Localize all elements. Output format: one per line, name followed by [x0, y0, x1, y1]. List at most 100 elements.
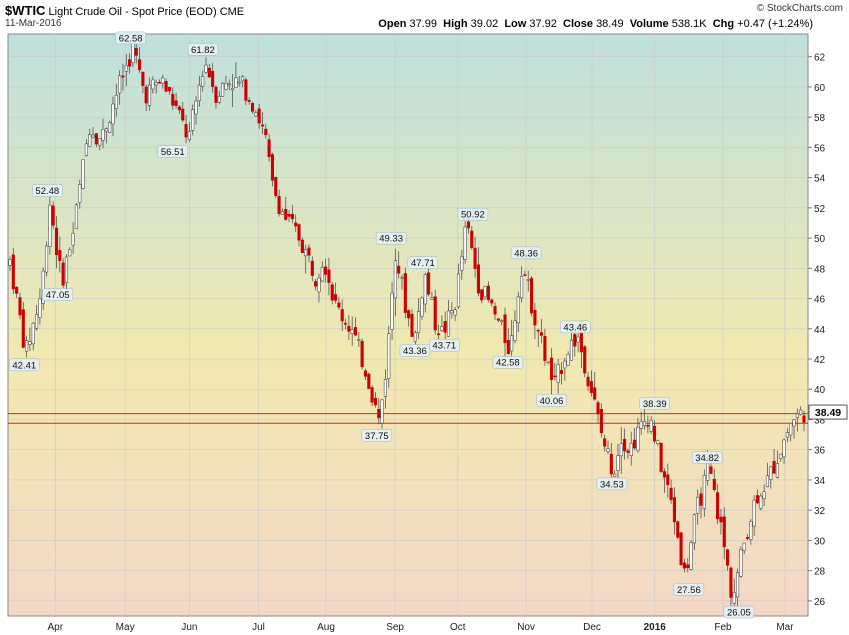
volume-label: Volume	[629, 18, 669, 30]
candle-body	[108, 122, 112, 133]
candle-body	[736, 572, 740, 598]
candle-body	[722, 516, 726, 548]
candle-body	[775, 463, 779, 478]
watermark: © StockCharts.com	[756, 3, 843, 14]
candle-body	[377, 409, 381, 419]
candle-body	[520, 276, 524, 299]
candle-body	[739, 549, 743, 577]
candle-body	[556, 364, 560, 383]
price-label-box	[32, 184, 63, 197]
candle-body	[74, 204, 78, 229]
candle-body	[197, 84, 201, 102]
candle-body	[480, 289, 484, 301]
candle-body	[177, 106, 181, 111]
y-tick-label: 26	[814, 597, 826, 608]
candle-body	[662, 471, 667, 478]
chg-value: +0.47 (+1.24%)	[737, 18, 813, 30]
candle-body	[799, 409, 803, 415]
candle-body	[589, 381, 593, 393]
candle-body	[134, 47, 138, 56]
y-tick-label: 50	[814, 234, 826, 245]
candle-body	[64, 256, 69, 283]
price-label: 48.36	[514, 248, 538, 259]
price-label: 52.48	[35, 186, 59, 197]
candle-body	[573, 334, 577, 347]
candle-body	[204, 64, 208, 73]
candle-body	[569, 339, 573, 361]
candle-body	[360, 340, 364, 368]
candle-body	[682, 562, 686, 569]
candle-body	[659, 442, 663, 472]
candle-body	[287, 214, 291, 217]
candle-body	[686, 564, 690, 568]
candle-body	[583, 346, 587, 374]
candle-body	[35, 314, 39, 329]
candle-body	[300, 239, 304, 254]
candle-body	[41, 270, 45, 304]
candle-body	[516, 296, 520, 324]
candle-body	[536, 330, 540, 332]
candle-body	[294, 222, 298, 227]
candle-body	[157, 81, 162, 84]
candle-body	[706, 462, 710, 481]
candle-body	[599, 408, 603, 434]
price-label: 42.58	[496, 358, 520, 369]
candle-body	[21, 309, 25, 348]
candle-body	[373, 397, 377, 406]
candle-body	[666, 474, 670, 485]
candle-body	[334, 294, 338, 301]
price-label-box	[457, 207, 489, 221]
candle-body	[433, 296, 437, 331]
candle-body	[191, 109, 195, 131]
candle-body	[260, 124, 265, 127]
candle-body	[626, 450, 630, 453]
price-labels: 42.41 52.48 47.05 62.58 56.51 61.82 37.75 49.33…	[9, 31, 755, 619]
candle-body	[327, 269, 331, 283]
candle-body	[101, 129, 105, 141]
candle-body	[181, 108, 185, 121]
candle-body	[413, 332, 417, 342]
price-label-box	[596, 477, 628, 491]
candle-body	[410, 313, 414, 337]
candle-body	[237, 81, 241, 84]
candle-body	[340, 309, 344, 322]
price-label-box	[492, 355, 524, 369]
candle-body	[71, 232, 75, 246]
candle-body	[699, 493, 703, 506]
candle-body	[350, 329, 354, 335]
price-label: 26.05	[727, 608, 751, 619]
candle-body	[506, 340, 510, 354]
price-label-box	[639, 397, 670, 410]
y-tick-label: 56	[814, 143, 826, 154]
candle-body	[161, 77, 165, 84]
candle-body	[164, 81, 168, 92]
candle-body	[420, 297, 424, 317]
candle-body	[231, 88, 235, 91]
candle-body	[779, 453, 783, 459]
candle-body	[629, 443, 633, 456]
candle-body	[370, 387, 374, 403]
candle-body	[712, 478, 716, 491]
x-tick-label: Sep	[386, 622, 404, 633]
candle-body	[450, 310, 454, 314]
candle-body	[593, 387, 597, 400]
candle-body	[652, 425, 657, 442]
candle-body	[493, 305, 497, 315]
candle-body	[486, 285, 490, 301]
candle-body	[94, 133, 98, 145]
price-label-box	[560, 320, 591, 334]
symbol: $WTIC	[5, 3, 46, 18]
candle-body	[297, 224, 301, 241]
candle-body	[307, 247, 311, 256]
candle-body	[749, 521, 753, 540]
candle-body	[692, 514, 696, 544]
candle-body	[759, 495, 763, 509]
candle-body	[290, 213, 294, 220]
candle-body	[553, 375, 557, 378]
candle-body	[513, 320, 517, 341]
candle-body	[709, 466, 713, 474]
y-tick-label: 54	[814, 174, 826, 185]
price-label-box	[9, 358, 40, 372]
chart-date: 11-Mar-2016	[5, 18, 62, 29]
price-label: 38.39	[643, 399, 667, 410]
